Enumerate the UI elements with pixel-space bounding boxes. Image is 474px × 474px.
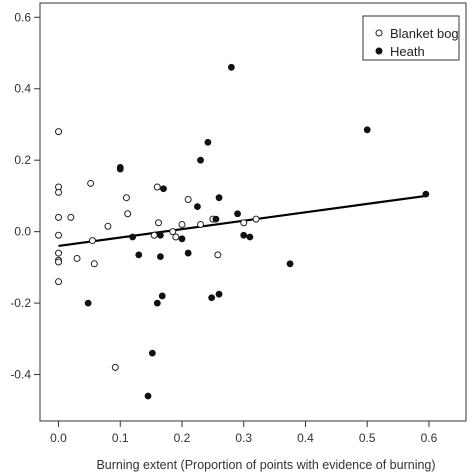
point-heath	[215, 194, 223, 202]
point-blanket-bog	[55, 249, 63, 257]
point-heath	[144, 392, 152, 400]
point-heath	[234, 210, 241, 218]
point-blanket-bog	[55, 258, 63, 266]
point-heath	[148, 349, 156, 357]
point-blanket-bog	[55, 128, 63, 136]
point-heath	[135, 251, 143, 259]
point-heath	[208, 294, 216, 302]
point-blanket-bog	[172, 233, 180, 241]
point-heath	[178, 235, 186, 243]
data-points	[55, 63, 430, 400]
y-tick-label: 0.0	[14, 225, 31, 239]
point-blanket-bog	[55, 213, 63, 221]
point-heath	[158, 292, 166, 300]
point-blanket-bog	[67, 213, 75, 221]
point-heath	[116, 165, 124, 173]
point-heath	[194, 203, 201, 211]
point-blanket-bog	[155, 219, 163, 227]
point-blanket-bog	[184, 195, 192, 203]
point-heath	[184, 249, 192, 257]
legend: Blanket bog Heath	[362, 15, 460, 61]
legend-marker-blanket-bog	[375, 29, 383, 37]
x-axis: 0.0 0.1 0.2 0.3 0.4 0.5 0.6	[50, 421, 438, 445]
point-heath	[84, 299, 92, 307]
point-blanket-bog	[87, 179, 95, 187]
x-axis-title: Burning extent (Proportion of points wit…	[96, 458, 435, 472]
point-heath	[240, 231, 248, 239]
x-tick-label: 0.6	[421, 431, 438, 445]
x-tick-label: 0.2	[174, 431, 191, 445]
point-blanket-bog	[111, 363, 119, 371]
x-tick-label: 0.3	[235, 431, 252, 445]
point-heath	[215, 290, 223, 298]
legend-label-heath: Heath	[390, 44, 425, 59]
point-heath	[197, 156, 204, 164]
point-heath	[129, 233, 137, 241]
point-blanket-bog	[169, 228, 177, 236]
x-tick-label: 0.0	[50, 431, 67, 445]
point-blanket-bog	[252, 215, 260, 223]
point-blanket-bog	[197, 221, 205, 229]
point-blanket-bog	[55, 188, 63, 196]
point-heath	[153, 299, 161, 307]
point-blanket-bog	[104, 222, 112, 230]
point-heath	[160, 185, 167, 193]
point-blanket-bog	[214, 251, 222, 259]
point-blanket-bog	[90, 260, 98, 268]
y-tick-label: -0.2	[10, 296, 31, 310]
y-tick-label: 0.4	[14, 82, 31, 96]
point-heath	[422, 190, 430, 198]
legend-label-blanket-bog: Blanket bog	[390, 26, 459, 41]
x-tick-label: 0.5	[359, 431, 376, 445]
legend-marker-heath	[375, 47, 383, 55]
point-blanket-bog	[55, 231, 63, 239]
point-blanket-bog	[153, 183, 161, 191]
point-blanket-bog	[55, 278, 63, 286]
point-blanket-bog	[122, 194, 130, 202]
point-blanket-bog	[124, 210, 132, 218]
point-blanket-bog	[150, 231, 158, 239]
point-blanket-bog	[88, 237, 96, 245]
point-heath	[363, 126, 371, 134]
point-heath	[204, 138, 212, 146]
x-tick-label: 0.4	[297, 431, 314, 445]
point-heath	[156, 231, 164, 239]
y-tick-label: 0.6	[14, 10, 31, 24]
point-blanket-bog	[73, 254, 81, 262]
x-tick-label: 0.1	[112, 431, 129, 445]
point-heath	[246, 233, 254, 241]
point-blanket-bog	[240, 219, 248, 227]
plot-frame	[39, 2, 467, 422]
point-blanket-bog	[178, 221, 186, 229]
point-heath	[212, 215, 220, 223]
y-tick-label: 0.2	[14, 153, 31, 167]
y-axis: -0.4 -0.2 0.0 0.2 0.4 0.6	[10, 10, 40, 382]
point-heath	[156, 253, 164, 261]
point-heath	[286, 260, 294, 268]
y-tick-label: -0.4	[10, 368, 31, 382]
point-heath	[227, 63, 235, 71]
